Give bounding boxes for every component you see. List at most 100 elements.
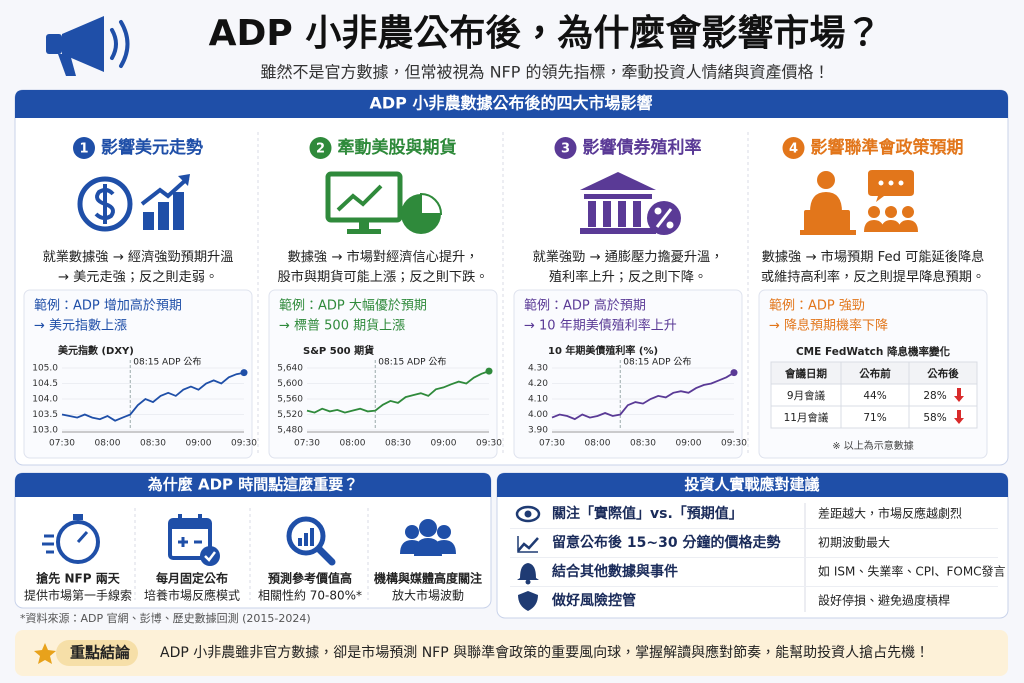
- table-header: 會議日期: [784, 367, 827, 380]
- table-note: ※ 以上為示意數據: [832, 439, 914, 452]
- example-text: 範例：ADP 大幅優於預期: [279, 298, 427, 314]
- card-number-badge: [73, 137, 95, 159]
- y-tick-label: 4.20: [528, 379, 548, 389]
- conclusion-pill: [56, 640, 138, 666]
- timing-text: 機構與媒體高度關注: [374, 571, 482, 586]
- advice-note: 如 ISM、失業率、CPI、FOMC發言: [818, 564, 1006, 579]
- card-description: 股市與期貨可能上漲；反之則下跌。: [278, 268, 489, 285]
- star-icon: [34, 643, 56, 664]
- x-tick-label: 07:30: [539, 439, 565, 449]
- example-text: → 10 年期美債殖利率上升: [524, 318, 677, 334]
- bank-icon: [580, 172, 681, 235]
- card-description: 就業強勁 → 通膨壓力擔憂升溫，: [533, 249, 724, 265]
- audience-icon: [400, 519, 456, 556]
- price-line: [551, 371, 735, 421]
- example-box: [513, 289, 743, 459]
- table-value: 11月會議: [784, 411, 829, 424]
- card-number: 2: [316, 142, 325, 157]
- timing-text: 放大市場波動: [392, 588, 464, 603]
- timing-text: 搶先 NFP 兩天: [36, 571, 120, 586]
- table-title: CME FedWatch 降息機率變化: [796, 345, 951, 358]
- y-tick-label: 104.0: [32, 395, 58, 405]
- y-tick-label: 104.5: [32, 379, 58, 389]
- y-tick-label: 4.00: [528, 410, 548, 420]
- last-point: [730, 369, 738, 377]
- card-title: 影響聯準會政策預期: [811, 137, 964, 158]
- timing-text: 提供市場第一手線索: [24, 588, 132, 603]
- y-tick-label: 5,600: [277, 379, 303, 389]
- magnifier-icon: [286, 516, 336, 566]
- x-tick-label: 08:00: [95, 439, 121, 449]
- table-value: 71%: [863, 412, 886, 424]
- page-subtitle: 雖然不是官方數據，但常被視為 NFP 的領先指標，牽動投資人情緒與資產價格！: [261, 63, 830, 82]
- y-tick-label: 5,480: [277, 426, 303, 436]
- advice-note: 初期波動最大: [818, 536, 890, 550]
- table-value: 44%: [863, 390, 886, 402]
- conclusion-label: 重點結論: [70, 644, 131, 662]
- example-text: 範例：ADP 高於預期: [524, 298, 646, 314]
- example-text: → 美元指數上漲: [34, 319, 127, 334]
- card-title: 影響債券殖利率: [583, 137, 702, 158]
- x-tick-label: 08:30: [140, 439, 166, 449]
- release-annotation: 08:15 ADP 公布: [623, 356, 691, 368]
- card-number-badge: [782, 137, 805, 159]
- advice-note: 設好停損、避免過度槓桿: [818, 593, 950, 608]
- last-point: [485, 367, 493, 375]
- advice-label: 關注「實際值」vs.「預期值」: [552, 505, 743, 522]
- price-line: [61, 371, 245, 422]
- example-box: [23, 289, 253, 459]
- timing-text: 培養市場反應模式: [144, 588, 240, 603]
- example-text: → 標普 500 期貨上漲: [279, 318, 405, 334]
- card-description: 就業數據強 → 經濟強勁預期升溫: [43, 249, 234, 265]
- dollar-icon: [77, 174, 190, 232]
- timing-text: 預測參考價值高: [268, 571, 352, 586]
- card-description: 數據強 → 市場對經濟信心提升，: [288, 248, 479, 265]
- card-title: 牽動美股與期貨: [338, 137, 457, 158]
- x-tick-label: 09:00: [431, 439, 457, 449]
- example-text: 範例：ADP 強勁: [769, 298, 865, 314]
- advice-label: 結合其他數據與事件: [552, 563, 678, 580]
- card-number: 4: [789, 142, 798, 157]
- conclusion-text: ADP 小非農雖非官方數據，卻是市場預測 NFP 與聯準會政策的重要風向球，掌握…: [160, 644, 929, 661]
- advice-icons: [515, 505, 541, 611]
- fed-icon: [800, 170, 918, 235]
- x-tick-label: 08:00: [340, 439, 366, 449]
- megaphone-icon: [46, 16, 130, 76]
- card-description: 殖利率上升；反之則下降。: [549, 268, 707, 285]
- advice-banner-text: 投資人實戰應對建議: [684, 476, 819, 494]
- x-tick-label: 09:00: [186, 439, 212, 449]
- chart-title: 美元指數 (DXY): [58, 344, 134, 357]
- y-tick-label: 3.90: [528, 426, 548, 436]
- table-header: 公布後: [927, 367, 959, 380]
- x-tick-label: 08:00: [585, 439, 611, 449]
- card-title: 影響美元走勢: [101, 137, 203, 158]
- timing-banner-text: 為什麼 ADP 時間點這麼重要？: [147, 476, 359, 494]
- card-description: 數據強 → 市場預期 Fed 可能延後降息: [762, 248, 985, 265]
- y-tick-label: 105.0: [32, 364, 58, 374]
- x-tick-label: 08:30: [385, 439, 411, 449]
- card-number: 1: [79, 142, 88, 157]
- y-tick-label: 103.5: [32, 410, 58, 420]
- stopwatch-icon: [42, 514, 100, 564]
- y-tick-label: 5,640: [277, 364, 303, 374]
- x-tick-label: 08:30: [630, 439, 656, 449]
- down-arrow: [954, 388, 964, 402]
- source-note: *資料來源：ADP 官網、彭博、歷史數據回測 (2015-2024): [20, 611, 311, 625]
- x-tick-label: 09:30: [721, 439, 747, 449]
- y-tick-label: 5,520: [277, 410, 303, 420]
- impacts-banner-text: ADP 小非農數據公布後的四大市場影響: [370, 94, 653, 113]
- y-tick-label: 103.0: [32, 426, 58, 436]
- stock-monitor-icon: [325, 171, 443, 234]
- table-value: 9月會議: [787, 389, 826, 402]
- example-text: → 降息預期機率下降: [769, 318, 888, 334]
- table-value: 28%: [923, 390, 946, 402]
- advice-label: 做好風險控管: [551, 592, 636, 609]
- y-tick-label: 4.30: [528, 364, 548, 374]
- calendar-icon: [168, 514, 220, 566]
- advice-banner: [497, 473, 1008, 497]
- timing-text: 相關性約 70-80%*: [258, 588, 362, 603]
- page-title: ADP 小非農公布後，為什麼會影響市場？: [209, 12, 882, 54]
- table-header: 公布前: [859, 367, 891, 380]
